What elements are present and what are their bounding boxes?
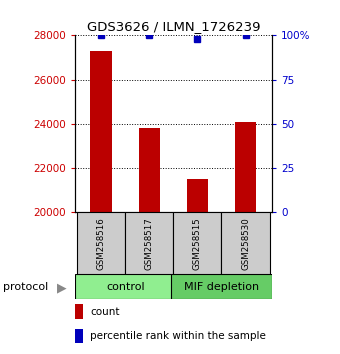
Bar [173,212,221,274]
Bar [77,212,125,274]
Text: GSM258530: GSM258530 [241,217,250,270]
Text: GSM258516: GSM258516 [97,217,106,270]
Title: GDS3626 / ILMN_1726239: GDS3626 / ILMN_1726239 [87,20,260,33]
Text: count: count [90,307,120,316]
Text: GSM258515: GSM258515 [193,217,202,270]
Text: MIF depletion: MIF depletion [184,282,259,292]
Text: GSM258517: GSM258517 [145,217,154,270]
Bar [187,179,208,212]
Text: protocol: protocol [3,282,49,292]
Bar [235,122,256,212]
Bar [221,212,270,274]
Bar [75,274,176,299]
Text: percentile rank within the sample: percentile rank within the sample [90,331,266,341]
Bar [138,129,160,212]
Bar [171,274,272,299]
Bar [90,51,112,212]
Text: control: control [106,282,144,292]
Text: ▶: ▶ [57,281,66,294]
Bar [125,212,173,274]
